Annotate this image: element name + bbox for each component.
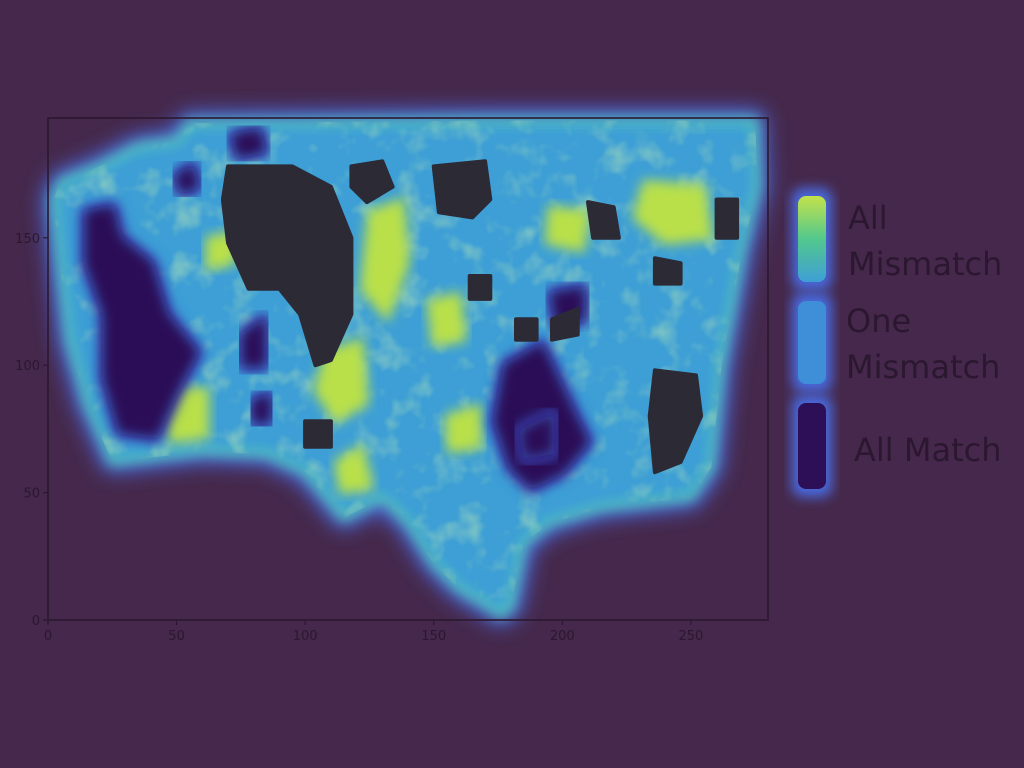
masked-region [586, 200, 621, 240]
all-mismatch-region [359, 197, 410, 322]
all-mismatch-region [444, 403, 482, 454]
masked-region [431, 159, 493, 220]
all-mismatch-region [426, 291, 467, 347]
legend-item: All Match [792, 395, 1001, 497]
legend-swatch [798, 301, 826, 384]
y-tick-label: 150 [15, 232, 40, 247]
all-match-region [251, 393, 272, 424]
y-tick-label: 50 [23, 487, 40, 502]
plot-frame [47, 117, 769, 621]
masked-region [467, 274, 493, 301]
masked-region [303, 419, 333, 449]
legend-label: All [848, 199, 888, 237]
x-tick-label: 50 [168, 629, 185, 644]
legend-label: All Match [854, 431, 1001, 469]
all-match-region [231, 128, 266, 159]
all-mismatch-region [632, 179, 714, 245]
legend-label: Mismatch [848, 245, 1002, 283]
masked-region [514, 317, 539, 342]
all-match-region [174, 164, 200, 194]
x-tick-label: 150 [421, 629, 446, 644]
x-tick-label: 250 [678, 629, 703, 644]
masked-region [349, 159, 395, 205]
all-match-region [84, 205, 200, 439]
all-mismatch-region [334, 444, 374, 495]
legend-swatch [798, 196, 826, 282]
axes: 0 50 100 150 200 250 0 50 100 150 [15, 117, 769, 644]
legend-item: All Mismatch [792, 188, 1002, 290]
legend-label: One [846, 302, 911, 340]
masked-region [647, 368, 704, 475]
all-mismatch-region [544, 205, 590, 253]
masked-region [550, 307, 580, 342]
legend-label: Mismatch [846, 348, 1000, 386]
masked-region [714, 197, 740, 240]
x-tick-label: 200 [550, 629, 575, 644]
masked-region [652, 256, 683, 286]
legend-swatch [798, 403, 826, 489]
legend-item: One Mismatch [792, 293, 1000, 392]
masked-region [220, 164, 354, 368]
all-match-region [519, 414, 554, 459]
legend: All Mismatch One Mismatch All Match [792, 188, 1002, 497]
heatmap-body [42, 109, 769, 626]
y-tick-label: 0 [32, 614, 40, 629]
all-match-region [241, 317, 266, 368]
y-tick-label: 100 [15, 359, 40, 374]
x-tick-label: 0 [44, 629, 52, 644]
x-tick-label: 100 [293, 629, 318, 644]
